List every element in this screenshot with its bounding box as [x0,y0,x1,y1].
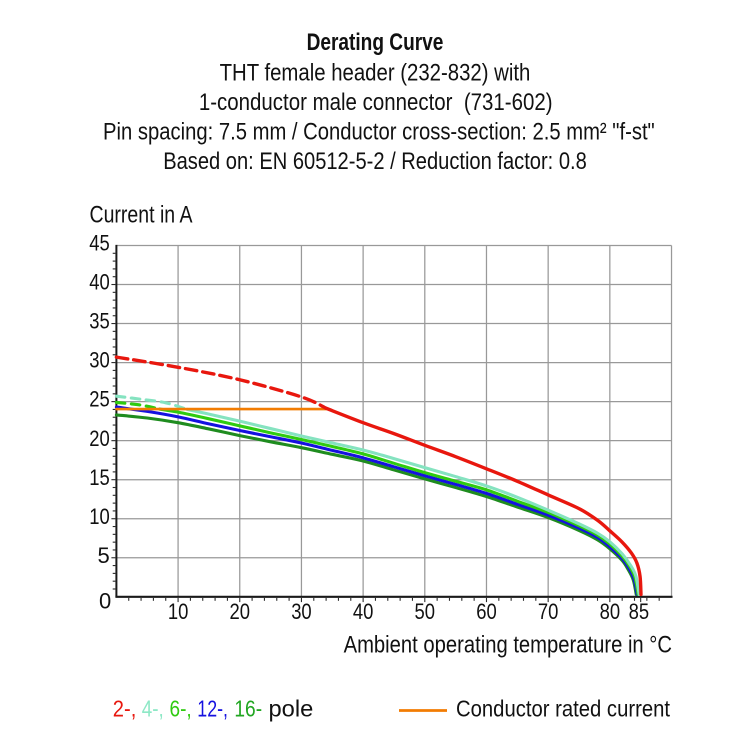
svg-text:6-,: 6-, [170,696,192,722]
svg-text:50: 50 [415,599,436,624]
svg-text:40: 40 [89,270,110,295]
svg-text:Derating Curve: Derating Curve [307,29,444,56]
svg-text:20: 20 [89,426,110,451]
svg-text:0: 0 [99,589,111,614]
svg-text:60: 60 [476,599,497,624]
svg-text:4-,: 4-, [142,696,164,722]
svg-text:15: 15 [89,465,110,490]
svg-text:2-,: 2-, [113,696,137,722]
svg-text:30: 30 [89,348,110,373]
svg-text:12-,: 12-, [197,696,228,722]
svg-text:Pin spacing: 7.5 mm / Conducto: Pin spacing: 7.5 mm / Conductor cross-se… [103,119,655,146]
svg-text:1-conductor male connector (7: 1-conductor male connector (731-602) [199,89,553,116]
svg-text:10: 10 [89,504,110,529]
svg-text:25: 25 [89,387,110,412]
svg-text:45: 45 [89,231,110,256]
svg-text:pole: pole [269,696,314,722]
svg-text:80: 80 [600,599,621,624]
svg-text:10: 10 [168,599,189,624]
svg-text:5: 5 [98,543,110,568]
svg-text:40: 40 [353,599,374,624]
svg-text:THT female header (232-832) wi: THT female header (232-832) with [220,60,531,87]
svg-text:30: 30 [291,599,312,624]
svg-text:Conductor rated current: Conductor rated current [456,696,671,722]
svg-text:20: 20 [230,599,251,624]
svg-text:16-: 16- [234,696,262,722]
svg-text:Based on: EN 60512-5-2 / Reduc: Based on: EN 60512-5-2 / Reduction facto… [163,148,587,175]
svg-text:35: 35 [89,309,110,334]
svg-text:70: 70 [538,599,559,624]
svg-text:Ambient operating temperature: Ambient operating temperature in °C [344,632,672,659]
svg-text:85: 85 [629,599,650,624]
svg-text:Current in A: Current in A [90,201,193,228]
